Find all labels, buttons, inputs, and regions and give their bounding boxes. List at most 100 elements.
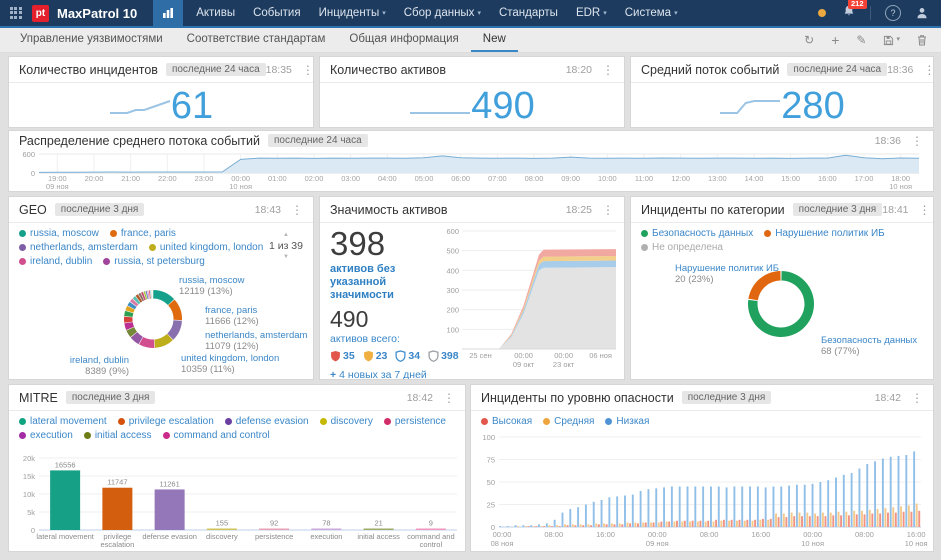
kebab-menu-icon[interactable]: ⋮ [911, 133, 923, 148]
tab-1[interactable]: Управление уязвимостями [20, 33, 163, 45]
nav-item-7[interactable]: Система ▾ [624, 6, 678, 19]
notifications-bell[interactable]: 212 [842, 0, 867, 23]
legend-item[interactable]: execution [19, 430, 73, 441]
mitre-legend: lateral movement privilege escalation defe… [9, 411, 465, 444]
severity-shields-row: 35 23 34 398 [330, 350, 459, 362]
legend-item[interactable]: russia, st petersburg [103, 256, 205, 267]
legend-item[interactable]: defense evasion [224, 416, 309, 427]
donut-callout: ireland, dublin 8389 (9%) [69, 355, 129, 377]
pager-up-icon[interactable]: ▲ [283, 232, 289, 238]
tab-2[interactable]: Соответствие стандартам [186, 33, 326, 45]
legend-item[interactable]: Безопасность данных [641, 228, 753, 239]
new-assets-link[interactable]: +4 новых за 7 дней [330, 369, 427, 380]
kebab-menu-icon[interactable]: ⋮ [301, 62, 314, 77]
kebab-menu-icon[interactable]: ⋮ [918, 202, 931, 217]
severity-shield-2[interactable]: 23 [363, 350, 387, 362]
tab-3[interactable]: Общая информация [349, 33, 459, 45]
legend-item[interactable]: command and control [162, 430, 270, 441]
categories-donut-chart[interactable] [631, 261, 933, 379]
legend-item[interactable]: discovery [319, 416, 373, 427]
brand-title: MaxPatrol 10 [57, 5, 138, 21]
nav-item-3[interactable]: Инциденты ▾ [318, 6, 386, 19]
nav-dashboards-active[interactable] [153, 0, 184, 26]
kpi-body: 490 [320, 83, 624, 127]
legend-dot [19, 230, 26, 237]
legend-dot [19, 432, 26, 439]
legend-item[interactable]: Высокая [481, 416, 532, 427]
svg-text:92: 92 [270, 519, 278, 528]
kebab-menu-icon[interactable]: ⋮ [911, 390, 923, 405]
legend-item[interactable]: netherlands, amsterdam [19, 242, 138, 253]
kebab-menu-icon[interactable]: ⋮ [923, 63, 933, 77]
updated-time: 18:42 [406, 391, 433, 404]
svg-text:11747: 11747 [107, 478, 127, 487]
legend-item[interactable]: russia, moscow [19, 228, 99, 239]
svg-text:11:00: 11:00 [635, 174, 653, 183]
help-icon[interactable]: ? [885, 5, 901, 21]
geo-donut-chart[interactable] [9, 267, 313, 379]
nav-item-1[interactable]: Активы [196, 6, 236, 19]
kebab-menu-icon[interactable]: ⋮ [602, 202, 614, 217]
edit-icon[interactable]: ✎ [856, 33, 867, 47]
app-grid-icon[interactable] [10, 7, 22, 19]
legend-item[interactable]: persistence [383, 416, 446, 427]
severity-shield-1[interactable]: 35 [330, 350, 355, 362]
svg-text:08 ноя: 08 ноя [491, 539, 514, 548]
donut-callout: Нарушение политик ИБ 20 (23%) [675, 263, 780, 285]
legend-item[interactable]: Не определена [641, 242, 723, 253]
kebab-menu-icon[interactable]: ⋮ [443, 390, 455, 405]
donut-callout: russia, moscow 12119 (13%) [179, 275, 245, 297]
pt-logo[interactable]: pt [32, 4, 49, 22]
delete-icon[interactable] [917, 34, 927, 46]
svg-text:00:00: 00:00 [493, 530, 512, 539]
legend-item[interactable]: initial access [83, 430, 152, 441]
card-title: Инциденты по уровню опасности [481, 390, 674, 405]
svg-text:23 окт: 23 окт [553, 360, 575, 369]
legend-label: united kingdom, london [159, 242, 264, 253]
nav-item-5[interactable]: Стандарты [498, 6, 558, 19]
nav-item-6[interactable]: EDR ▾ [575, 6, 607, 19]
legend-item[interactable]: Средняя [543, 416, 594, 427]
legend-item[interactable]: Нарушение политик ИБ [764, 228, 885, 239]
legend-dot [19, 244, 26, 251]
user-icon[interactable] [915, 6, 929, 20]
nav-item-2[interactable]: События [253, 6, 301, 19]
sparkline [720, 99, 781, 114]
legend-item[interactable]: united kingdom, london [148, 242, 264, 253]
legend-item[interactable]: ireland, dublin [19, 256, 92, 267]
geo-donut-area: russia, moscow 12119 (13%) france, paris 11… [9, 267, 313, 379]
updated-time: 18:25 [565, 203, 592, 216]
svg-text:200: 200 [446, 306, 459, 315]
legend-label: privilege escalation [128, 416, 214, 427]
kebab-menu-icon[interactable]: ⋮ [291, 202, 303, 217]
legend-item[interactable]: lateral movement [19, 416, 107, 427]
kebab-menu-icon[interactable]: ⋮ [602, 62, 614, 77]
export-icon[interactable]: ▾ [883, 28, 900, 52]
legend-item[interactable]: privilege escalation [117, 416, 214, 427]
severity-shield-4[interactable]: 398 [428, 350, 459, 362]
svg-text:10:00: 10:00 [598, 174, 617, 183]
legend-dot [319, 418, 327, 425]
shield-icon [363, 350, 373, 362]
card-mitre: MITRE последние 3 дня 18:42 ⋮ lateral mo… [8, 384, 466, 552]
legend-label: Нарушение политик ИБ [775, 228, 885, 239]
mitre-bar-chart: 0 5k 10k 15k 20k 16556 lateral movement 11747 pr… [23, 454, 457, 549]
categories-legend: Безопасность данных Нарушение политик ИБ Н… [631, 223, 933, 256]
svg-text:600: 600 [446, 227, 459, 236]
tab-4[interactable]: New [470, 28, 518, 52]
assets-without-value-caption[interactable]: активов без указанной значимости [330, 263, 396, 301]
sparkline [109, 99, 171, 114]
card-asset-value: Значимость активов 18:25 ⋮ 398 активов б… [319, 196, 625, 380]
refresh-icon[interactable]: ↻ [804, 33, 815, 47]
topbar-right: 212 ? [818, 0, 941, 23]
nav-item-4[interactable]: Сбор данных ▾ [403, 6, 481, 19]
svg-text:09:00: 09:00 [561, 174, 580, 183]
legend-item[interactable]: Низкая [605, 416, 649, 427]
shield-icon [395, 350, 406, 362]
pager-down-icon[interactable]: ▼ [283, 254, 289, 260]
severity-shield-3[interactable]: 34 [395, 350, 420, 362]
legend-label: Низкая [616, 416, 650, 427]
add-dashboard-icon[interactable]: + [831, 32, 840, 48]
legend-item[interactable]: france, paris [109, 228, 176, 239]
